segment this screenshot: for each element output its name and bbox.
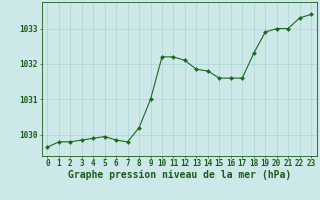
X-axis label: Graphe pression niveau de la mer (hPa): Graphe pression niveau de la mer (hPa) bbox=[68, 170, 291, 180]
